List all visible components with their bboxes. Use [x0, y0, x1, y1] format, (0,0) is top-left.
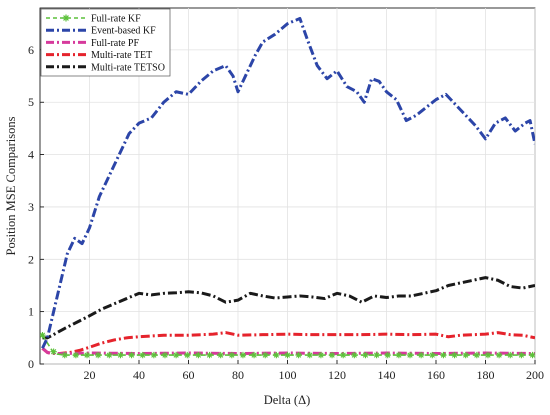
- series-line-full-rate-pf: [41, 347, 535, 356]
- series-marker: [50, 348, 57, 355]
- y-axis-label: Position MSE Comparisons: [4, 116, 18, 255]
- x-tick-label: 160: [427, 368, 445, 382]
- series-marker: [518, 351, 525, 359]
- series-marker: [94, 351, 102, 359]
- x-tick-label: 40: [133, 368, 145, 382]
- series-marker: [150, 351, 158, 359]
- axes: 20 40 60 80 100 120 140 160 180 200 0 1 2 3 4 5 6: [28, 43, 544, 382]
- series-marker: [161, 351, 169, 359]
- series-marker: [61, 351, 68, 359]
- series-marker: [373, 351, 380, 359]
- y-tick-label: 6: [28, 43, 34, 57]
- x-tick-label: 180: [477, 368, 495, 382]
- series-marker: [317, 351, 325, 359]
- legend-label: Full-rate PF: [91, 38, 139, 49]
- series-marker: [250, 351, 258, 359]
- series-marker: [106, 351, 113, 359]
- series-marker: [228, 351, 236, 359]
- series-marker: [339, 351, 347, 359]
- x-tick-label: 200: [526, 368, 544, 382]
- legend-label: Event-based KF: [91, 26, 156, 37]
- x-axis-label: Delta (Δ): [264, 393, 311, 407]
- series-marker: [195, 351, 202, 359]
- legend-star-marker: [62, 14, 70, 22]
- series-marker: [72, 351, 80, 359]
- series-marker: [507, 351, 514, 359]
- x-tick-label: 120: [328, 368, 346, 382]
- series-marker: [262, 351, 269, 359]
- series-marker: [495, 351, 503, 359]
- series-marker: [273, 351, 280, 359]
- series-marker: [284, 351, 291, 359]
- series-marker: [362, 351, 369, 359]
- series-marker: [384, 351, 391, 359]
- series-marker: [172, 351, 180, 359]
- series-marker: [351, 351, 358, 359]
- x-tick-label: 20: [84, 368, 96, 382]
- series-marker: [473, 351, 481, 359]
- gridlines: [40, 8, 536, 365]
- series-line-multi-rate-tet: [41, 331, 535, 356]
- y-tick-label: 0: [28, 357, 34, 371]
- series-marker: [83, 351, 91, 359]
- y-tick-label: 5: [28, 95, 34, 109]
- series-marker: [239, 351, 247, 359]
- series-marker: [451, 351, 458, 359]
- x-tick-label: 100: [279, 368, 297, 382]
- legend-label: Multi-rate TETSO: [91, 62, 165, 73]
- series-marker: [306, 351, 313, 359]
- y-tick-label: 3: [28, 200, 34, 214]
- y-tick-label: 2: [28, 252, 34, 266]
- series-marker: [429, 351, 436, 359]
- series-marker: [529, 351, 535, 359]
- series-layer: [40, 16, 535, 359]
- legend-label: Multi-rate TET: [91, 50, 152, 61]
- series-marker: [128, 351, 135, 359]
- series-marker: [184, 351, 191, 359]
- y-tick-label: 4: [28, 148, 34, 162]
- y-tick-label: 1: [28, 305, 34, 319]
- series-marker: [217, 351, 224, 359]
- series-marker: [40, 332, 46, 339]
- legend-label: Full-rate KF: [91, 14, 141, 25]
- series-line-multi-rate-tetso: [42, 276, 535, 340]
- x-tick-label: 140: [378, 368, 396, 382]
- x-tick-label: 60: [183, 368, 195, 382]
- series-marker: [206, 351, 213, 359]
- series-marker: [406, 351, 414, 359]
- series-marker: [417, 351, 425, 359]
- series-marker: [117, 351, 124, 359]
- series-marker: [462, 351, 469, 359]
- series-marker: [328, 351, 336, 359]
- series-marker: [295, 351, 302, 359]
- x-tick-label: 80: [232, 368, 244, 382]
- series-line-event-based-kf: [41, 16, 535, 349]
- series-marker: [484, 351, 492, 359]
- series-marker: [440, 351, 447, 359]
- series-marker: [139, 351, 146, 359]
- series-marker: [395, 351, 403, 359]
